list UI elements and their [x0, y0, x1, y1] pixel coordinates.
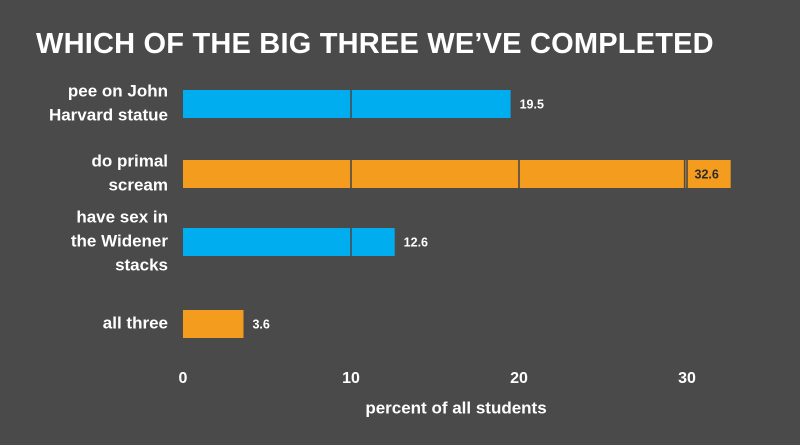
x-tick-label: 10: [342, 370, 360, 387]
category-label: Harvard statue: [49, 105, 168, 124]
bar: [183, 160, 731, 188]
value-label: 3.6: [252, 317, 269, 331]
bar: [183, 90, 511, 118]
category-label: do primal: [91, 151, 168, 170]
chart-title: WHICH OF THE BIG THREE WE’VE COMPLETED: [36, 28, 714, 60]
x-tick-label: 0: [179, 370, 188, 387]
x-axis-label: percent of all students: [365, 398, 546, 417]
x-tick-label: 20: [510, 370, 528, 387]
bar: [183, 228, 395, 256]
value-label: 19.5: [520, 97, 544, 111]
value-label: 12.6: [404, 235, 428, 249]
category-label: the Widener: [71, 231, 169, 250]
category-label: all three: [103, 313, 168, 332]
category-label: pee on John: [68, 81, 168, 100]
category-label: stacks: [115, 255, 168, 274]
value-label: 32.6: [695, 167, 719, 181]
category-label: scream: [108, 175, 168, 194]
bar: [183, 310, 244, 338]
x-tick-label: 30: [678, 370, 696, 387]
category-label: have sex in: [76, 207, 168, 226]
